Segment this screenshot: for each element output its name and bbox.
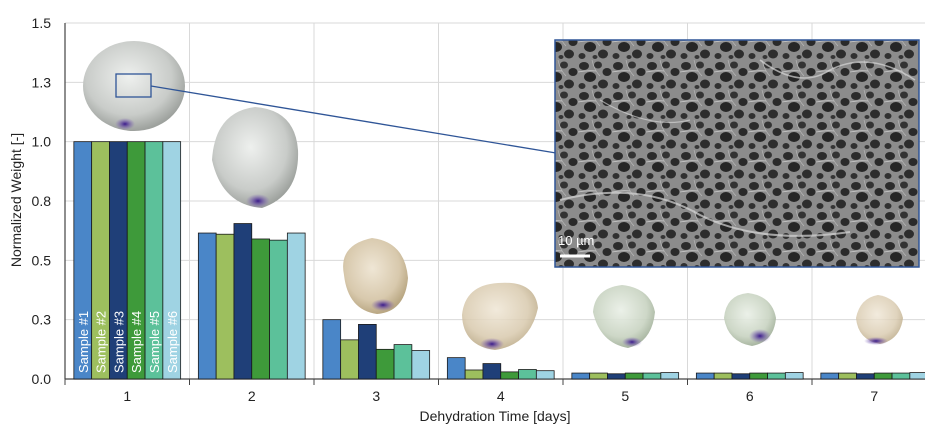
bar — [251, 238, 270, 380]
sample-photo-day5 — [593, 285, 655, 348]
bar — [589, 372, 608, 380]
bar — [607, 373, 626, 380]
bar — [269, 239, 288, 380]
bar — [233, 223, 253, 380]
bar — [695, 372, 715, 380]
bar — [535, 370, 555, 380]
bar — [571, 372, 591, 380]
bar — [838, 372, 857, 380]
sem-micrograph-inset: 10 µm — [554, 39, 920, 268]
zoom-connector-line — [150, 85, 557, 154]
sample-photo-day6 — [724, 293, 776, 346]
bar — [518, 369, 537, 380]
y-tick-label: 0.0 — [32, 371, 52, 387]
bar — [482, 363, 502, 380]
bar-series-label: Sample #3 — [111, 311, 126, 373]
bar-series-label: Sample #1 — [76, 311, 91, 373]
bar-series-label: Sample #2 — [94, 311, 109, 373]
bar — [713, 372, 733, 380]
sample-photo-day1 — [83, 41, 185, 131]
y-tick-label: 0.5 — [32, 252, 52, 268]
bar — [500, 371, 519, 380]
bar — [820, 372, 840, 380]
sample-photo-day2 — [212, 107, 299, 208]
x-tick-label: 3 — [372, 388, 380, 404]
bars — [73, 141, 925, 380]
bar — [162, 141, 182, 380]
y-axis-title: Normalized Weight [-] — [8, 133, 24, 267]
x-tick-label: 6 — [746, 388, 754, 404]
bar — [873, 372, 893, 380]
sample-photo-day7 — [856, 295, 903, 345]
bar — [322, 319, 342, 380]
bar — [446, 357, 466, 380]
bar-labels: Sample #1 Sample #2 Sample #3 Sample #4 Samp… — [76, 311, 180, 373]
bar — [909, 372, 925, 380]
bar — [624, 372, 644, 380]
bar — [660, 372, 680, 380]
sample-photo-day3 — [343, 238, 408, 314]
bar-series-label: Sample #5 — [147, 311, 162, 373]
bar — [784, 372, 804, 380]
x-tick-label: 1 — [123, 388, 131, 404]
y-tick-label: 1.0 — [32, 134, 52, 150]
bar — [411, 350, 431, 380]
bar — [340, 339, 359, 380]
x-tick-label: 5 — [621, 388, 629, 404]
bar — [393, 344, 413, 380]
y-tick-label: 1.5 — [32, 15, 52, 31]
bar-series-label: Sample #6 — [165, 311, 180, 373]
y-tick-label: 0.8 — [32, 193, 52, 209]
bar — [215, 233, 235, 380]
bar — [749, 372, 768, 380]
bar — [856, 373, 875, 380]
bar — [197, 232, 217, 380]
y-tick-label: 1.3 — [32, 74, 52, 90]
bar — [286, 232, 306, 380]
x-axis-title: Dehydration Time [days] — [420, 408, 571, 424]
bar — [358, 324, 377, 380]
y-tick-label: 0.3 — [32, 312, 52, 328]
bar — [731, 373, 751, 380]
bar — [891, 372, 911, 380]
x-tick-label: 4 — [497, 388, 505, 404]
x-tick-label: 7 — [870, 388, 878, 404]
bar — [375, 348, 395, 380]
sample-photo-day4 — [462, 282, 538, 350]
x-axis: 1 2 3 4 5 6 7 — [64, 379, 878, 404]
bar — [767, 372, 786, 380]
bar — [464, 369, 484, 380]
bar-series-label: Sample #4 — [129, 311, 144, 373]
scale-bar-label: 10 µm — [558, 233, 594, 248]
bar — [642, 372, 662, 380]
x-tick-label: 2 — [248, 388, 256, 404]
